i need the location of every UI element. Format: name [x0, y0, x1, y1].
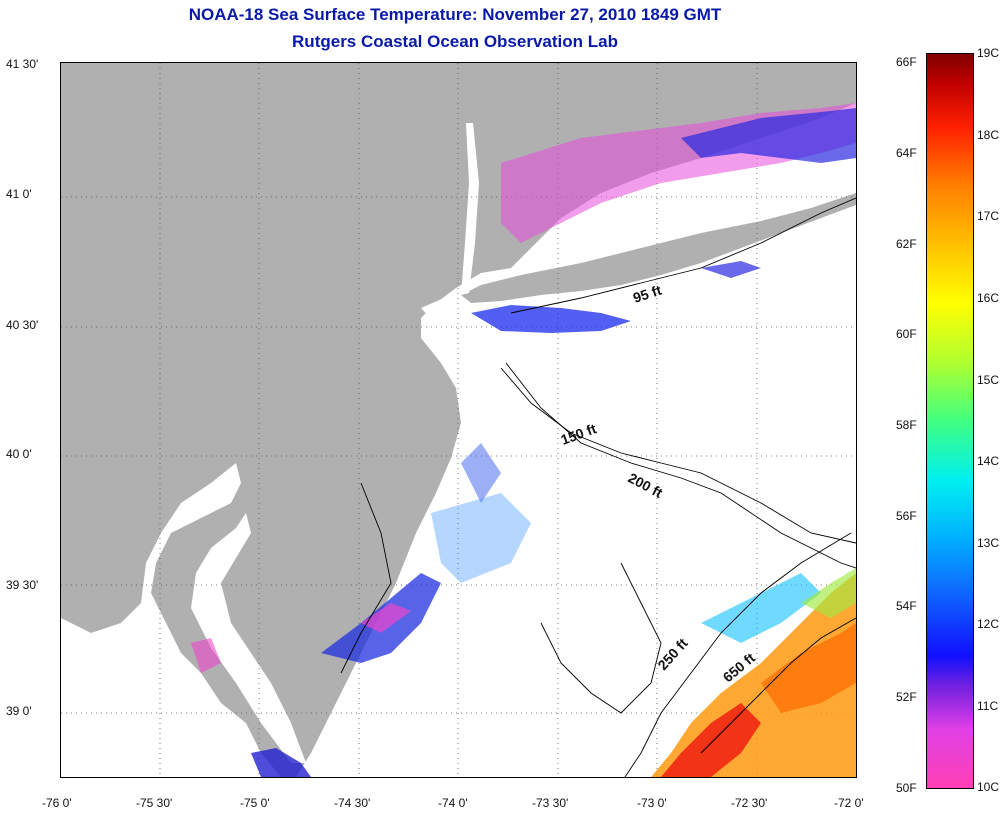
contour-label: 150 ft: [559, 420, 599, 448]
lon-label: -74 0': [438, 796, 468, 810]
celsius-label: 10C: [977, 780, 1000, 794]
map-title: NOAA-18 Sea Surface Temperature: Novembe…: [188, 5, 722, 24]
sst-pixels-cold: [191, 103, 856, 777]
lon-label: -75 0': [240, 796, 270, 810]
fahrenheit-label: 60F: [896, 327, 917, 341]
map-subtitle: Rutgers Coastal Ocean Observation Lab: [292, 32, 618, 51]
fahrenheit-label: 66F: [896, 55, 917, 69]
celsius-label: 16C: [977, 291, 1000, 305]
celsius-label: 18C: [977, 128, 1000, 142]
depth-contours: [340, 197, 856, 777]
temperature-colorbar: [926, 53, 974, 789]
contour-label: 200 ft: [626, 470, 666, 501]
fahrenheit-label: 54F: [896, 599, 917, 613]
celsius-label: 14C: [977, 454, 1000, 468]
lat-label: 40 30': [6, 318, 39, 332]
lon-label: -72 30': [731, 796, 768, 810]
sst-map: 95 ft 150 ft 200 ft 250 ft 650 ft: [60, 62, 857, 778]
fahrenheit-label: 62F: [896, 237, 917, 251]
lat-label: 41 0': [6, 187, 32, 201]
contour-label: 95 ft: [631, 282, 664, 306]
celsius-label: 12C: [977, 617, 1000, 631]
fahrenheit-label: 56F: [896, 509, 917, 523]
fahrenheit-label: 58F: [896, 418, 917, 432]
lon-label: -76 0': [42, 796, 72, 810]
fahrenheit-label: 50F: [896, 781, 917, 795]
lon-label: -73 0': [637, 796, 667, 810]
celsius-label: 13C: [977, 536, 1000, 550]
celsius-label: 15C: [977, 373, 1000, 387]
fahrenheit-label: 64F: [896, 146, 917, 160]
lon-label: -73 30': [532, 796, 569, 810]
fahrenheit-label: 52F: [896, 690, 917, 704]
land: [61, 63, 856, 777]
lat-label: 39 30': [6, 578, 39, 592]
celsius-label: 19C: [977, 46, 1000, 60]
lat-label: 39 0': [6, 704, 32, 718]
celsius-label: 11C: [977, 699, 999, 713]
lat-label: 40 0': [6, 447, 32, 461]
sst-pixels-warm: [651, 568, 856, 777]
lon-label: -75 30': [136, 796, 173, 810]
celsius-label: 17C: [977, 209, 1000, 223]
lon-label: -74 30': [334, 796, 371, 810]
lon-label: -72 0': [834, 796, 864, 810]
lat-label: 41 30': [6, 57, 39, 71]
